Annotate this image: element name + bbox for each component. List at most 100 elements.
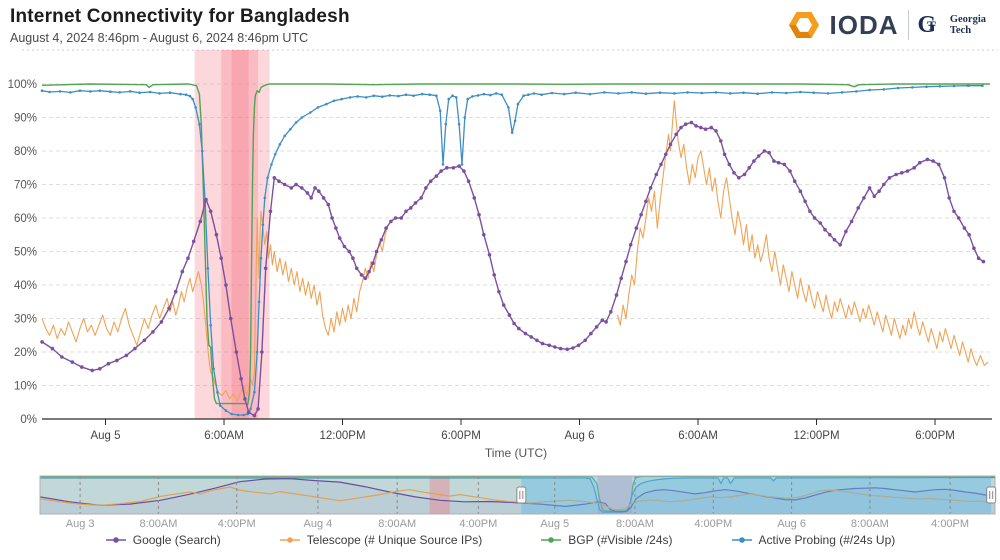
data-point [803,199,807,204]
navigator-svg[interactable]: Aug 3 8:00AM 4:00PM Aug 4 8:00AM 4:00PM Aug 5 8… [0,466,1000,530]
data-point [792,179,797,183]
data-point [214,232,219,237]
legend-item-bgp-visible-24s[interactable]: BGP (#Visible /24s) [540,533,673,547]
data-point [808,209,812,214]
data-point [513,119,517,123]
data-point [70,360,75,364]
data-point [186,256,190,260]
data-point [742,172,747,177]
data-point [882,182,886,187]
data-point [722,152,727,157]
x-axis-tick-label: 6:00PM [915,430,955,442]
data-point [191,97,194,101]
data-point [268,209,273,214]
logo-divider [907,10,909,40]
data-point [257,300,261,304]
data-point [243,397,247,401]
data-point [289,186,294,190]
data-point [337,236,342,240]
data-point [527,93,530,96]
series-active-probing-24s-up[interactable] [40,84,984,417]
data-point [194,106,197,109]
page-title: Internet Connectivity for Bangladesh [10,6,350,27]
series-line [41,85,983,416]
data-point [644,92,648,95]
data-point [782,162,787,167]
data-point [547,343,551,348]
data-point [388,94,392,97]
y-axis-tick-label: 10% [14,381,37,393]
data-point [261,223,265,226]
navigator-tick-label: 4:00PM [694,518,732,530]
outage-alert-band[interactable] [231,50,249,419]
data-point [925,85,928,88]
data-point [300,186,304,190]
data-point [756,154,761,158]
data-point [106,361,111,366]
data-point [588,92,592,96]
data-point [317,189,321,193]
data-point [441,163,445,166]
data-point [912,166,916,170]
data-point [617,92,620,95]
data-point [770,91,774,94]
data-point [981,259,986,264]
data-point [188,94,192,98]
data-point [278,143,282,146]
data-point [239,377,243,381]
data-point [482,92,486,96]
data-point [236,413,240,417]
data-point [351,256,355,260]
data-point [501,303,506,307]
y-axis-tick-label: 20% [14,347,37,359]
series-bgp-visible-24s[interactable] [41,83,990,406]
time-range-navigator[interactable]: Aug 3 8:00AM 4:00PM Aug 4 8:00AM 4:00PM Aug 5 8… [0,466,1000,530]
data-point [714,91,718,94]
navigator-right-handle[interactable] [986,486,997,504]
data-point [445,166,449,170]
legend-item-google-search[interactable]: Google (Search) [105,533,221,547]
data-point [294,121,298,124]
data-point [69,91,72,94]
navigator-series-line [40,476,996,513]
main-chart-svg[interactable]: 0% 10% 20% 30% 40% 50% 60% 70% 80% 90% 100% Aug 5 6:… [0,38,1000,468]
data-point [151,330,155,334]
data-point [828,232,832,237]
legend-item-active-probing-24s-up[interactable]: Active Probing (#/24s Up) [731,533,895,547]
legend-item-label: Telescope (# Unique Source IPs) [306,533,483,547]
data-point [439,169,443,173]
data-point [399,216,404,220]
legend-item-label: Google (Search) [132,533,221,547]
data-point [472,196,477,200]
data-point [138,91,141,94]
data-point [90,368,94,373]
navigator-left-handle[interactable] [516,486,527,504]
navigator-selection-region[interactable] [521,476,992,514]
data-point [732,171,736,175]
main-chart[interactable]: 0% 10% 20% 30% 40% 50% 60% 70% 80% 90% 100% Aug 5 6:… [0,38,1000,468]
series-telescope-unique-source-ips[interactable] [41,100,989,402]
data-point [356,95,360,98]
data-point [887,176,892,180]
data-point [728,92,732,95]
data-point [952,209,956,214]
ioda-hexagon-icon[interactable] [787,8,821,42]
data-point [133,346,137,351]
data-point [788,169,792,173]
data-point [937,162,941,167]
data-point [230,412,233,416]
series-google-search[interactable] [40,120,986,418]
y-axis-tick-label: 60% [14,213,37,225]
data-point [300,116,304,119]
data-point [668,142,673,147]
data-point [321,196,326,200]
data-point [849,219,854,224]
legend-item-telescope-unique-source-ips[interactable]: Telescope (# Unique Source IPs) [279,533,482,547]
data-point [550,91,554,95]
data-point [583,338,587,343]
data-point [342,244,347,249]
georgia-tech-logo[interactable]: GT Georgia Tech [918,13,987,37]
logo-area: IODA GT Georgia Tech [787,8,987,42]
ioda-logo-text[interactable]: IODA [829,9,899,40]
